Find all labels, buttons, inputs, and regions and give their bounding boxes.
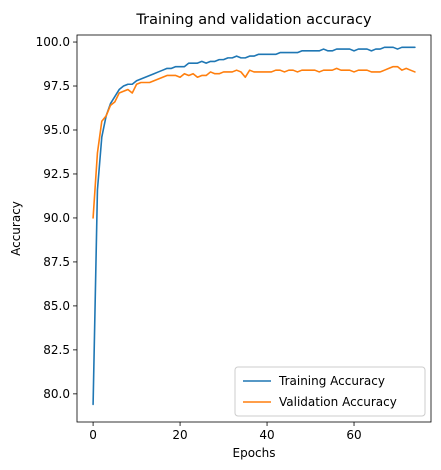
x-axis-ticks: 0 20 40 60 bbox=[89, 422, 362, 442]
legend-label: Training Accuracy bbox=[278, 374, 385, 388]
series-lines bbox=[92, 46, 416, 406]
y-axis-title: Accuracy bbox=[9, 201, 23, 256]
plot-frame bbox=[76, 34, 432, 423]
y-tick-label: 80.0 bbox=[43, 387, 70, 401]
legend: Training Accuracy Validation Accuracy bbox=[234, 366, 426, 417]
y-tick-label: 82.5 bbox=[43, 343, 70, 357]
x-tick-label: 20 bbox=[172, 428, 187, 442]
y-tick-label: 97.5 bbox=[43, 79, 70, 93]
series-line-training bbox=[92, 46, 416, 406]
y-tick-label: 92.5 bbox=[43, 167, 70, 181]
x-tick-label: 40 bbox=[259, 428, 274, 442]
legend-box bbox=[234, 366, 426, 417]
y-tick-label: 90.0 bbox=[43, 211, 70, 225]
series-line-validation bbox=[92, 65, 416, 219]
legend-label: Validation Accuracy bbox=[279, 395, 397, 409]
y-tick-label: 87.5 bbox=[43, 255, 70, 269]
y-tick-label: 100.0 bbox=[36, 35, 70, 49]
y-tick-label: 95.0 bbox=[43, 123, 70, 137]
chart-title: Training and validation accuracy bbox=[135, 12, 372, 28]
x-axis-title: Epochs bbox=[233, 446, 276, 460]
x-tick-label: 60 bbox=[346, 428, 361, 442]
y-tick-label: 85.0 bbox=[43, 299, 70, 313]
y-axis-ticks: 80.0 82.5 85.0 87.5 90.0 92.5 95.0 97.5 100.0 bbox=[36, 35, 77, 401]
x-tick-label: 0 bbox=[89, 428, 97, 442]
